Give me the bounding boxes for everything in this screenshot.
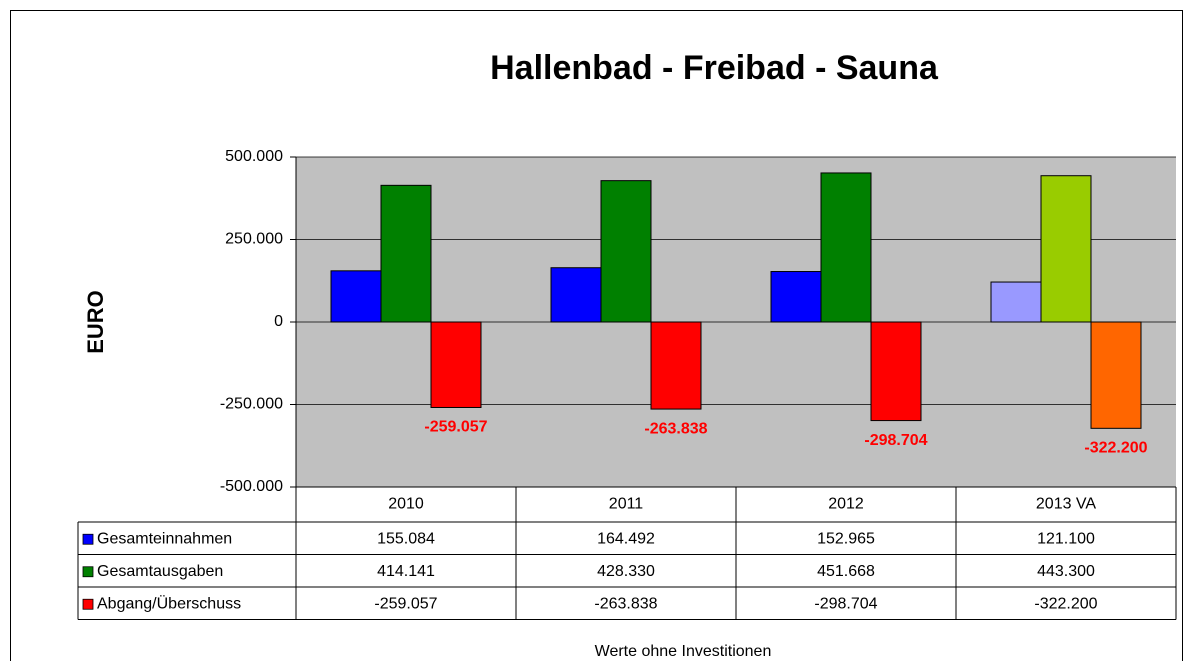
y-axis-label: EURO <box>83 290 108 354</box>
bar <box>330 270 382 323</box>
bar <box>820 172 872 323</box>
bar <box>650 321 702 410</box>
table-cell: 451.668 <box>817 563 875 580</box>
data-label: -259.057 <box>424 419 487 436</box>
legend-label: Abgang/Überschuss <box>97 594 241 612</box>
x-tick-label: 2011 <box>609 496 644 513</box>
bar <box>770 271 822 323</box>
table-cell: -322.200 <box>1034 595 1097 612</box>
table-cell: 155.084 <box>377 530 435 547</box>
table-cell: 152.965 <box>817 530 875 547</box>
legend-label: Gesamteinnahmen <box>97 530 232 547</box>
data-label: -322.200 <box>1084 440 1147 457</box>
footnote: Werte ohne Investitionen <box>595 643 772 660</box>
y-tick-label: 0 <box>274 313 283 330</box>
table-cell: -259.057 <box>374 595 437 612</box>
data-label: -263.838 <box>644 420 707 437</box>
table-cell: -263.838 <box>594 595 657 612</box>
table-cell: 428.330 <box>597 563 655 580</box>
table-cell: 164.492 <box>597 530 655 547</box>
bar <box>600 180 652 323</box>
y-tick-label: 500.000 <box>225 148 283 165</box>
bar <box>1040 175 1092 323</box>
legend-key <box>82 566 94 578</box>
x-tick-label: 2012 <box>828 496 864 513</box>
table-cell: -298.704 <box>814 595 877 612</box>
bar <box>380 184 432 323</box>
bar <box>550 267 602 323</box>
chart-title: Hallenbad - Freibad - Sauna <box>490 49 939 87</box>
bar <box>870 321 922 422</box>
y-tick-label: -250.000 <box>220 396 283 413</box>
bar <box>990 281 1042 323</box>
x-tick-label: 2010 <box>388 496 424 513</box>
bar <box>1090 321 1142 429</box>
bar <box>430 321 482 408</box>
legend-key <box>82 598 94 610</box>
table-cell: 121.100 <box>1037 530 1095 547</box>
legend-key <box>82 533 94 545</box>
data-label: -298.704 <box>864 432 927 449</box>
table-cell: 443.300 <box>1037 563 1095 580</box>
table-cell: 414.141 <box>377 563 435 580</box>
y-tick-label: 250.000 <box>225 231 283 248</box>
y-tick-label: -500.000 <box>220 478 283 495</box>
x-tick-label: 2013 VA <box>1036 496 1097 513</box>
legend-label: Gesamtausgaben <box>97 563 223 580</box>
